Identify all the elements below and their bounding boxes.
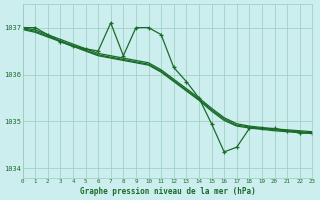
X-axis label: Graphe pression niveau de la mer (hPa): Graphe pression niveau de la mer (hPa) [80, 187, 255, 196]
